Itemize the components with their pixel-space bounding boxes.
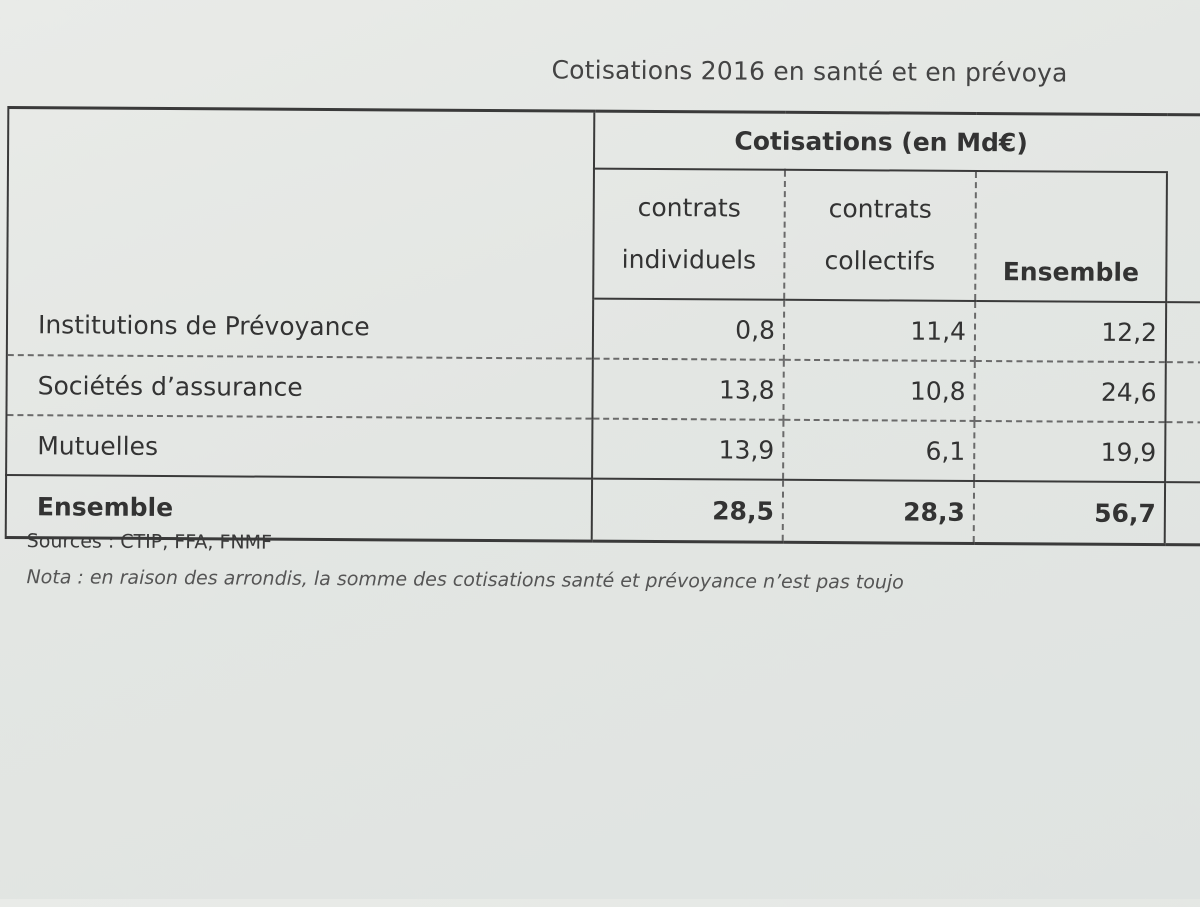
contributions-table: Cotisations (en Md€) contrats individuel… bbox=[5, 106, 1200, 547]
cell-ensemble: 12,2 bbox=[974, 300, 1167, 363]
sources-note: Sources : CTIP, FFA, FNMF bbox=[26, 530, 273, 554]
nota-note: Nota : en raison des arrondis, la somme … bbox=[26, 566, 904, 594]
extra-cell bbox=[1165, 302, 1200, 363]
total-individuels: 28,5 bbox=[591, 478, 784, 543]
row-label: Sociétés d’assurance bbox=[6, 355, 593, 419]
col-header-individuels-line1: contrats bbox=[637, 192, 741, 223]
cell-collectifs: 6,1 bbox=[783, 419, 975, 481]
extra-cell bbox=[1164, 482, 1200, 546]
table-row: Institutions de Prévoyance 0,8 11,4 12,2 bbox=[6, 295, 1200, 363]
col-header-individuels: contrats individuels bbox=[593, 168, 785, 300]
cell-collectifs: 10,8 bbox=[783, 359, 975, 421]
cell-individuels: 13,8 bbox=[592, 358, 784, 420]
cell-collectifs: 11,4 bbox=[783, 299, 976, 361]
total-collectifs: 28,3 bbox=[782, 479, 975, 544]
cell-ensemble: 24,6 bbox=[974, 360, 1166, 423]
col-header-collectifs-line1: contrats bbox=[828, 194, 932, 224]
col-header-collectifs: contrats collectifs bbox=[784, 169, 976, 301]
header-extra-cell-2 bbox=[1166, 172, 1200, 303]
row-label: Mutuelles bbox=[6, 415, 593, 479]
table-title: Cotisations 2016 en santé et en prévoya bbox=[551, 55, 1068, 88]
cell-ensemble: 19,9 bbox=[974, 420, 1166, 483]
col-header-collectifs-line2: collectifs bbox=[824, 246, 936, 276]
cell-individuels: 0,8 bbox=[592, 298, 785, 360]
table-row: Sociétés d’assurance 13,8 10,8 24,6 bbox=[6, 355, 1200, 423]
col-header-ensemble: Ensemble bbox=[975, 170, 1167, 303]
extra-cell bbox=[1165, 362, 1200, 423]
extra-cell bbox=[1165, 422, 1200, 483]
cell-individuels: 13,9 bbox=[592, 418, 784, 480]
col-header-individuels-line2: individuels bbox=[621, 244, 757, 275]
row-label: Institutions de Prévoyance bbox=[6, 295, 594, 359]
header-extra-cell bbox=[1166, 114, 1200, 173]
group-header: Cotisations (en Md€) bbox=[593, 111, 1168, 173]
table-row: Mutuelles 13,9 6,1 19,9 bbox=[6, 415, 1200, 483]
total-ensemble: 56,7 bbox=[973, 480, 1166, 545]
header-empty-cell bbox=[7, 107, 595, 299]
